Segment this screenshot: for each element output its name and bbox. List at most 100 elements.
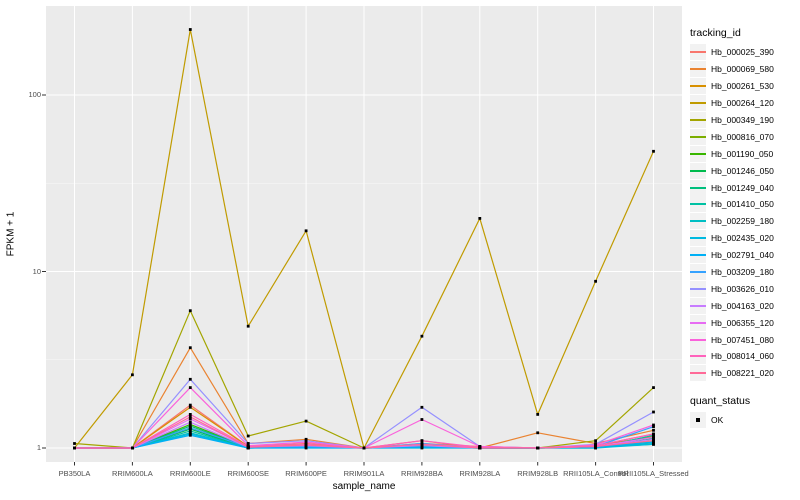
legend-key-line <box>690 135 706 138</box>
legend-item: Hb_003626_010 <box>690 280 798 297</box>
legend-key-box <box>690 280 706 297</box>
data-point <box>73 446 76 450</box>
legend-key-line <box>690 186 706 189</box>
data-point <box>188 405 192 409</box>
legend-key-box <box>690 95 706 112</box>
x-tick-label: RRIM901LA <box>343 469 385 478</box>
data-point <box>131 446 134 450</box>
x-tick-label: RRIM600LE <box>169 469 211 478</box>
legend-key-line <box>690 152 706 155</box>
legend-item-label: OK <box>711 415 724 426</box>
legend-item-label: Hb_004163_020 <box>711 300 774 311</box>
legend: tracking_id Hb_000025_390 Hb_000069_580 Hb… <box>690 27 798 429</box>
legend-key-line <box>690 338 706 341</box>
legend-key-line <box>690 254 706 257</box>
legend-item-label: Hb_006355_120 <box>711 317 774 328</box>
data-point <box>188 426 192 430</box>
data-point <box>652 410 655 414</box>
legend-key-line <box>690 220 706 223</box>
legend-key-box <box>690 162 706 179</box>
legend-key-box <box>690 61 706 78</box>
legend-key-line <box>690 169 706 172</box>
legend-item-label: Hb_002791_040 <box>711 250 774 261</box>
x-tick-label: RRIM928BA <box>401 469 443 478</box>
data-point <box>478 446 482 450</box>
legend-item-label: Hb_008221_020 <box>711 368 774 379</box>
legend-item: Hb_003209_180 <box>690 264 798 281</box>
data-point <box>188 413 192 416</box>
legend-item: Hb_001410_050 <box>690 196 798 213</box>
data-point <box>246 442 250 445</box>
data-point <box>652 432 655 436</box>
data-point <box>188 423 192 426</box>
y-tick-label: 1 <box>36 443 41 452</box>
legend-item-label: Hb_001410_050 <box>711 199 774 210</box>
data-point <box>73 442 76 445</box>
legend-item: Hb_002259_180 <box>690 213 798 230</box>
data-point <box>420 405 424 409</box>
x-tick-label: RRII105LA_Stressed <box>618 469 689 478</box>
data-point <box>188 420 192 424</box>
legend-key-line <box>690 102 706 105</box>
y-tick-label: 10 <box>32 266 41 276</box>
legend-item: Hb_000816_070 <box>690 128 798 145</box>
legend-key-box <box>690 264 706 281</box>
legend-item-label: Hb_000264_120 <box>711 98 774 109</box>
legend-key-box <box>690 297 706 314</box>
data-point <box>188 346 192 350</box>
x-tick-label: RRIM928LA <box>459 469 501 478</box>
legend-key-line <box>690 321 706 324</box>
data-point <box>304 440 308 444</box>
legend-key-line <box>690 355 706 358</box>
legend-key-line <box>690 372 706 375</box>
data-point <box>362 446 366 450</box>
data-point <box>652 435 655 439</box>
legend-key-line <box>690 237 706 240</box>
legend-item: Hb_004163_020 <box>690 297 798 314</box>
y-axis-title: FPKM + 1 <box>5 211 17 257</box>
legend-item: Hb_008014_060 <box>690 348 798 365</box>
legend-key-box <box>690 230 706 247</box>
data-point <box>536 413 540 416</box>
legend-key-line <box>690 304 706 307</box>
legend-key-box <box>690 247 706 264</box>
data-point <box>594 445 597 448</box>
x-tick-label: RRIM928LB <box>517 469 559 478</box>
x-tick-label: RRII105LA_Control <box>563 469 629 478</box>
x-tick-label: PB350LA <box>58 469 91 478</box>
legend-key-box <box>690 331 706 348</box>
data-point <box>652 386 655 389</box>
data-point <box>652 440 655 444</box>
legend-key-box <box>690 112 706 128</box>
legend-key-line <box>690 203 706 206</box>
legend-item: Hb_000261_530 <box>690 78 798 95</box>
data-point <box>652 442 655 446</box>
data-point <box>420 442 424 446</box>
legend-key-line <box>690 271 706 274</box>
legend-key-line <box>690 51 706 54</box>
legend-item-label: Hb_003626_010 <box>711 283 774 294</box>
legend-item-label: Hb_001190_050 <box>711 148 774 159</box>
data-point <box>188 417 192 421</box>
legend-key-box <box>690 412 706 429</box>
data-point <box>478 217 482 220</box>
legend-item-label: Hb_003209_180 <box>711 267 774 278</box>
legend-item: Hb_006355_120 <box>690 314 798 331</box>
legend-item: Hb_002435_020 <box>690 230 798 247</box>
data-point <box>420 334 424 338</box>
legend-key-box <box>690 78 706 95</box>
legend-key-box <box>690 196 706 213</box>
legend-item-label: Hb_002259_180 <box>711 216 774 227</box>
legend-key-box <box>690 128 706 145</box>
data-point <box>652 428 655 432</box>
data-point <box>652 149 655 153</box>
data-point <box>536 431 540 435</box>
legend-item: Hb_000069_580 <box>690 61 798 78</box>
legend-items: Hb_000025_390 Hb_000069_580 Hb_000261_530 H… <box>690 44 798 382</box>
legend-item: Hb_002791_040 <box>690 247 798 264</box>
legend-item: Hb_001190_050 <box>690 145 798 162</box>
legend-key-box <box>690 44 706 61</box>
legend-item: Hb_008221_020 <box>690 365 798 382</box>
data-point <box>594 279 597 283</box>
